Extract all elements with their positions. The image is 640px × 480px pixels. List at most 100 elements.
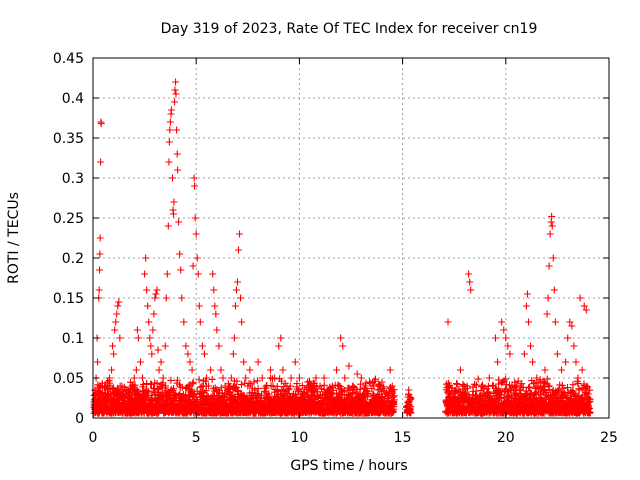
data-point [109, 342, 117, 350]
data-point [258, 374, 266, 382]
data-point [235, 246, 243, 254]
data-point [247, 380, 255, 388]
data-point [164, 222, 172, 230]
data-point [576, 294, 584, 302]
data-point [341, 374, 349, 382]
data-point [112, 318, 120, 326]
data-point [386, 366, 394, 374]
data-point [291, 358, 299, 366]
data-point [115, 298, 123, 306]
data-point [143, 380, 151, 388]
data-point [237, 381, 245, 389]
data-point [506, 350, 514, 358]
data-point [353, 370, 361, 378]
data-point [178, 294, 186, 302]
data-point [170, 198, 178, 206]
data-point [171, 86, 179, 94]
data-point [238, 318, 246, 326]
data-point [210, 393, 218, 401]
data-point [551, 318, 559, 326]
x-tick-label: 0 [89, 430, 98, 446]
data-point [333, 366, 341, 374]
x-tick-label: 25 [600, 430, 618, 446]
data-point [215, 342, 223, 350]
data-point [362, 379, 370, 387]
data-point [268, 375, 276, 383]
data-point [527, 342, 535, 350]
data-point [479, 381, 487, 389]
data-point [161, 342, 169, 350]
data-point [171, 98, 179, 106]
data-point [236, 230, 244, 238]
data-point [157, 358, 165, 366]
data-point [529, 358, 537, 366]
data-point [545, 262, 553, 270]
data-point [145, 318, 153, 326]
data-point [96, 234, 104, 242]
data-point [165, 158, 173, 166]
data-point [549, 254, 557, 262]
data-point [116, 334, 124, 342]
data-point [193, 254, 201, 262]
data-point [96, 250, 104, 258]
data-point [143, 286, 151, 294]
data-point [580, 302, 588, 310]
data-point [176, 250, 184, 258]
data-point [146, 334, 154, 342]
data-point [254, 385, 262, 393]
data-point [277, 377, 285, 385]
data-point [165, 138, 173, 146]
data-point [250, 378, 258, 386]
x-axis-label: GPS time / hours [290, 458, 407, 474]
y-tick-label: 0.2 [62, 251, 84, 267]
data-point [345, 362, 353, 370]
data-point [198, 342, 206, 350]
data-point [498, 318, 506, 326]
data-point [170, 385, 178, 393]
data-point [520, 350, 528, 358]
data-point [253, 377, 261, 385]
data-point [184, 350, 192, 358]
data-point [153, 286, 161, 294]
data-point [149, 326, 157, 334]
y-tick-label: 0.1 [62, 331, 84, 347]
data-point [208, 375, 216, 383]
data-point [210, 286, 218, 294]
data-point [456, 366, 464, 374]
data-point [133, 326, 141, 334]
data-point [544, 294, 552, 302]
data-point [525, 318, 533, 326]
data-point [543, 310, 551, 318]
data-point [186, 381, 194, 389]
data-point [337, 334, 345, 342]
data-point [134, 334, 142, 342]
data-point [162, 294, 170, 302]
data-point [173, 126, 181, 134]
y-tick-label: 0 [75, 411, 84, 427]
data-point [114, 302, 122, 310]
data-point [231, 302, 239, 310]
data-point [174, 166, 182, 174]
data-point [150, 310, 158, 318]
data-point [357, 374, 365, 382]
y-tick-label: 0.4 [62, 91, 84, 107]
data-point [312, 374, 320, 382]
data-point [116, 382, 124, 390]
data-point [175, 218, 183, 226]
data-point [267, 366, 275, 374]
data-point [237, 294, 245, 302]
data-point [196, 383, 204, 391]
data-point [189, 380, 197, 388]
data-point [504, 342, 512, 350]
y-tick-label: 0.35 [53, 131, 84, 147]
data-point [564, 334, 572, 342]
data-point [546, 230, 554, 238]
data-point [548, 212, 556, 220]
data-point [113, 310, 121, 318]
data-point [265, 390, 273, 398]
data-point [172, 90, 180, 98]
data-point [523, 290, 531, 298]
data-point [242, 374, 250, 382]
data-point [195, 376, 203, 384]
data-point [570, 342, 578, 350]
